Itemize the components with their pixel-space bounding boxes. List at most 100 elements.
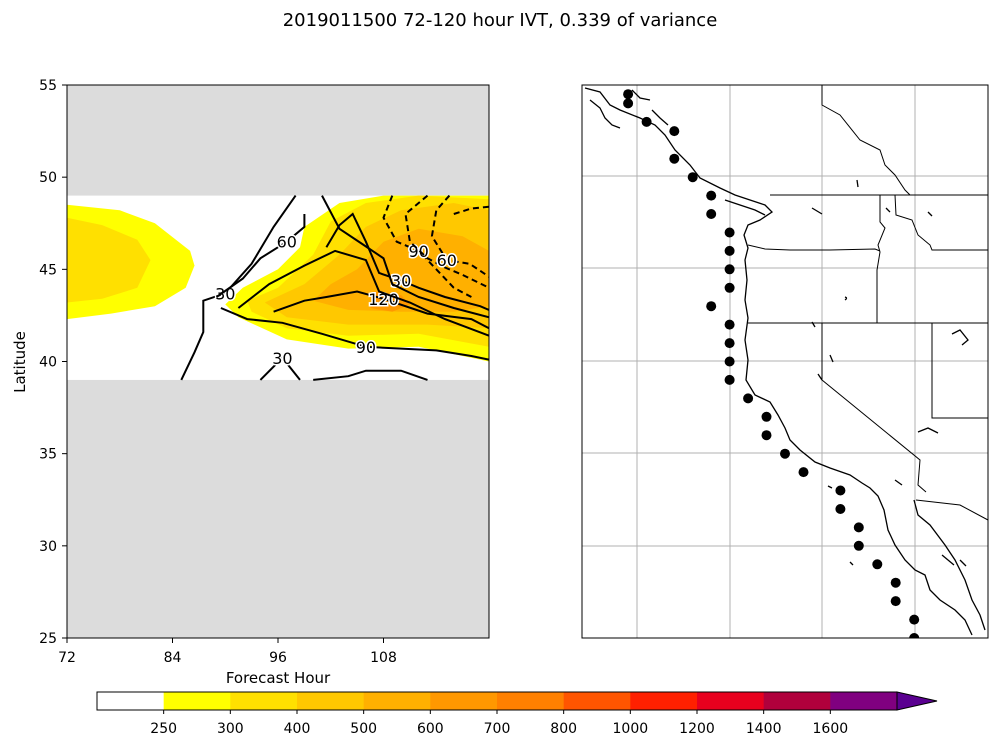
colorbar-segment bbox=[497, 692, 565, 710]
map-content bbox=[582, 85, 988, 638]
y-tick-label: 50 bbox=[39, 170, 57, 186]
contour-label: 60 bbox=[277, 233, 297, 252]
contour-panel: 30 60 30 120 90 30 90 60 72 84 96 108 25 30 35 40 45 50 5… bbox=[11, 78, 490, 687]
map-point bbox=[890, 577, 901, 588]
y-axis-label: Latitude bbox=[11, 331, 29, 393]
map-point bbox=[890, 596, 901, 607]
x-tick-label: 96 bbox=[269, 650, 287, 666]
map-point bbox=[780, 448, 790, 459]
map-point bbox=[835, 504, 846, 514]
colorbar-label: 1200 bbox=[679, 721, 715, 737]
map-point bbox=[761, 411, 772, 422]
map-point bbox=[669, 153, 680, 164]
colorbar-segment bbox=[163, 692, 231, 710]
map-point bbox=[798, 467, 809, 478]
map-point bbox=[724, 319, 735, 330]
contour-label: 90 bbox=[408, 242, 428, 261]
contour-label: 30 bbox=[272, 349, 292, 368]
colorbar-segment bbox=[763, 692, 831, 710]
map-point bbox=[623, 89, 634, 100]
contour-line-12 bbox=[453, 205, 489, 215]
map-point bbox=[706, 209, 717, 219]
map-point bbox=[761, 430, 772, 441]
colorbar-segment bbox=[697, 692, 765, 710]
contour-label: 90 bbox=[356, 338, 376, 357]
map-point bbox=[724, 245, 735, 256]
colorbar-segment bbox=[630, 692, 698, 710]
contour-line-120 bbox=[273, 290, 489, 330]
map-panel bbox=[581, 84, 989, 639]
map-point bbox=[687, 172, 698, 183]
left-axis-ticks: 72 84 96 108 25 30 35 40 45 50 55 bbox=[39, 78, 397, 666]
map-point bbox=[853, 522, 864, 533]
contour-label: 60 bbox=[437, 251, 457, 270]
map-point bbox=[623, 98, 634, 109]
y-tick-label: 35 bbox=[39, 447, 57, 463]
contour-line-90 bbox=[382, 195, 472, 298]
contour-line-60 bbox=[430, 194, 489, 278]
colorbar-label: 600 bbox=[417, 721, 444, 737]
x-tick-label: 108 bbox=[370, 650, 397, 666]
colorbar-segment bbox=[97, 692, 165, 710]
contour-label: 120 bbox=[368, 290, 399, 309]
y-tick-label: 45 bbox=[39, 262, 57, 278]
contour-line-8 bbox=[313, 369, 428, 381]
contour-label: 30 bbox=[215, 284, 235, 303]
colorbar-label: 1600 bbox=[813, 721, 849, 737]
colorbar-segment bbox=[230, 692, 298, 710]
x-axis-label: Forecast Hour bbox=[226, 669, 331, 687]
y-tick-label: 30 bbox=[39, 539, 57, 555]
colorbar-label: 1000 bbox=[613, 721, 649, 737]
map-point bbox=[724, 374, 735, 385]
colorbar-segment bbox=[363, 692, 431, 710]
map-point bbox=[706, 190, 717, 201]
colorbar-segment bbox=[830, 692, 898, 710]
colorbar-label: 250 bbox=[150, 721, 177, 737]
map-point bbox=[724, 338, 735, 349]
colorbar-segment bbox=[297, 692, 365, 710]
filled-region-300 bbox=[67, 217, 151, 303]
colorbar-extension bbox=[896, 691, 938, 711]
colorbar-label: 800 bbox=[550, 721, 577, 737]
contour-line-4 bbox=[237, 249, 489, 337]
map-point bbox=[743, 393, 754, 404]
contour-line-10 bbox=[404, 194, 489, 289]
contour-line-60 bbox=[215, 214, 306, 298]
colorbar-label: 500 bbox=[350, 721, 377, 737]
map-point bbox=[641, 116, 652, 127]
colorbar-segment bbox=[430, 692, 498, 710]
colorbar-label: 300 bbox=[217, 721, 244, 737]
map-point bbox=[724, 282, 735, 293]
contour-line-90 bbox=[220, 307, 489, 361]
colorbar-segment bbox=[563, 692, 631, 710]
colorbar-label: 400 bbox=[284, 721, 311, 737]
map-borders bbox=[747, 85, 988, 521]
map-coastline bbox=[584, 87, 986, 636]
contour-line-30 bbox=[180, 195, 297, 381]
map-point bbox=[669, 126, 680, 137]
map-point bbox=[724, 356, 735, 367]
map-point bbox=[724, 264, 735, 275]
x-tick-label: 72 bbox=[58, 650, 76, 666]
colorbar: 250 300 400 500 600 700 800 1000 1200 1400 1600 bbox=[96, 691, 938, 737]
map-point bbox=[872, 559, 883, 570]
contour-line-30 bbox=[259, 356, 301, 381]
colorbar-label: 700 bbox=[484, 721, 511, 737]
y-tick-label: 25 bbox=[39, 631, 57, 647]
map-point bbox=[909, 633, 920, 638]
map-point bbox=[706, 301, 717, 312]
y-tick-label: 55 bbox=[39, 78, 57, 94]
map-point bbox=[853, 540, 864, 551]
map-point-markers bbox=[623, 89, 920, 638]
figure-title: 2019011500 72-120 hour IVT, 0.339 of var… bbox=[282, 10, 718, 31]
right-axes-frame bbox=[581, 84, 989, 639]
map-point bbox=[835, 485, 846, 496]
contour-line-7 bbox=[321, 195, 489, 319]
x-tick-label: 84 bbox=[164, 650, 182, 666]
colorbar-label: 1400 bbox=[746, 721, 782, 737]
map-point bbox=[724, 227, 735, 238]
y-tick-label: 40 bbox=[39, 355, 57, 371]
map-point bbox=[909, 614, 920, 625]
